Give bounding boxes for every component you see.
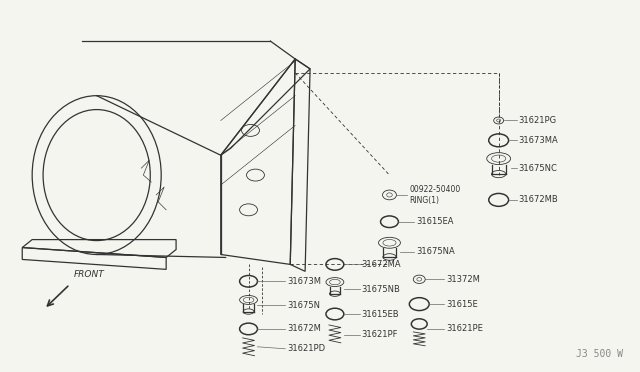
Text: 31615EB: 31615EB — [362, 310, 399, 318]
Text: 31672MB: 31672MB — [518, 195, 558, 204]
Text: 31672M: 31672M — [287, 324, 321, 333]
Text: 31672MA: 31672MA — [362, 260, 401, 269]
Text: 00922-50400: 00922-50400 — [410, 186, 461, 195]
Text: J3 500 W: J3 500 W — [576, 349, 623, 359]
Text: 31675NC: 31675NC — [518, 164, 557, 173]
Text: 31621PF: 31621PF — [362, 330, 398, 339]
Text: 31673M: 31673M — [287, 277, 321, 286]
Text: 31621PD: 31621PD — [287, 344, 325, 353]
Text: RING(1): RING(1) — [410, 196, 439, 205]
Text: 31675N: 31675N — [287, 301, 320, 310]
Text: 31615EA: 31615EA — [416, 217, 454, 226]
Text: 31673MA: 31673MA — [518, 136, 558, 145]
Text: 31621PG: 31621PG — [518, 116, 557, 125]
Text: 31675NA: 31675NA — [416, 247, 455, 256]
Text: 31675NB: 31675NB — [362, 285, 401, 294]
Text: FRONT: FRONT — [74, 270, 104, 279]
Text: 31372M: 31372M — [446, 275, 480, 284]
Text: 31621PE: 31621PE — [446, 324, 483, 333]
Text: 31615E: 31615E — [446, 299, 478, 309]
